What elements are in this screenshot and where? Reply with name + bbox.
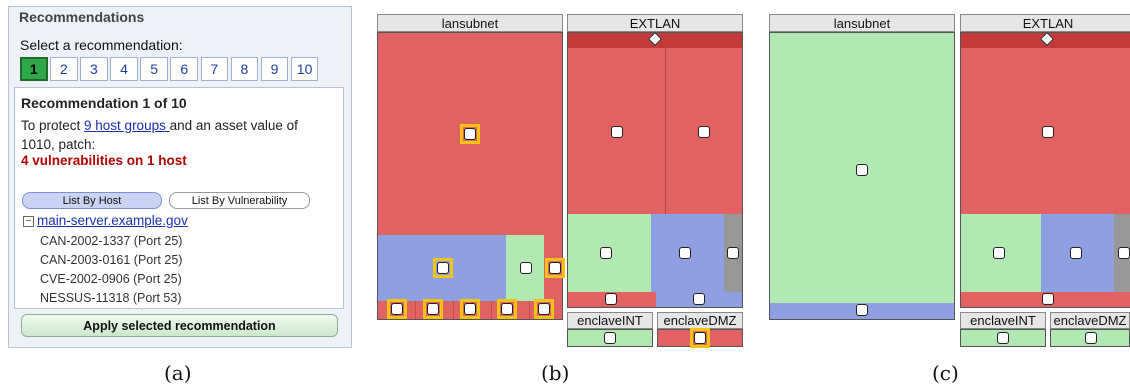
caption-c: (c) — [932, 361, 959, 385]
page-5[interactable]: 5 — [140, 57, 168, 81]
page-10[interactable]: 10 — [290, 57, 319, 81]
host-node-icon[interactable] — [1070, 247, 1082, 259]
enclave-int-header: enclaveINT — [960, 312, 1046, 329]
host-node-icon[interactable] — [464, 303, 476, 315]
highlighted-node[interactable] — [423, 299, 443, 319]
highlighted-node[interactable] — [690, 328, 710, 348]
page-7[interactable]: 7 — [200, 57, 229, 81]
page-9[interactable]: 9 — [260, 57, 289, 81]
extlan-treemap — [960, 32, 1130, 308]
host-link[interactable]: main-server.example.gov — [37, 213, 188, 228]
host-node-icon[interactable] — [694, 332, 706, 344]
host-node-icon[interactable] — [993, 247, 1005, 259]
host-groups-link[interactable]: 9 host groups — [84, 118, 170, 133]
page-3[interactable]: 3 — [80, 57, 108, 81]
highlighted-node[interactable] — [545, 258, 565, 278]
lansubnet-header: lansubnet — [769, 14, 955, 32]
host-node-icon[interactable] — [1085, 332, 1097, 344]
list-by-vulnerability-button[interactable]: List By Vulnerability — [169, 192, 310, 209]
host-node-icon[interactable] — [549, 262, 561, 274]
lansubnet-header: lansubnet — [377, 14, 563, 32]
host-node-icon[interactable] — [538, 303, 550, 315]
enclave-int-header: enclaveINT — [567, 312, 653, 329]
panel-legend: Recommendations — [16, 9, 148, 25]
vulnerability-item: CAN-2002-1337 (Port 25) — [40, 234, 183, 248]
enclave-dmz-header: enclaveDMZ — [1050, 312, 1130, 329]
host-node-icon[interactable] — [604, 332, 616, 344]
host-node-icon[interactable] — [727, 247, 739, 259]
host-node-icon[interactable] — [520, 262, 532, 274]
host-node-icon[interactable] — [856, 164, 868, 176]
host-node-icon[interactable] — [501, 303, 513, 315]
extlan-header: EXTLAN — [960, 14, 1130, 32]
lansubnet-treemap — [377, 32, 563, 320]
vulnerability-item: CVE-2002-0906 (Port 25) — [40, 272, 182, 286]
page-2[interactable]: 2 — [50, 57, 78, 81]
page-8[interactable]: 8 — [230, 57, 259, 81]
host-node-icon[interactable] — [600, 247, 612, 259]
list-by-host-button[interactable]: List By Host — [22, 192, 162, 209]
host-node-icon[interactable] — [1118, 247, 1130, 259]
enclave-dmz-header: enclaveDMZ — [657, 312, 743, 329]
caption-a: (a) — [164, 361, 192, 385]
caption-b: (b) — [541, 361, 570, 385]
page-1[interactable]: 1 — [20, 57, 48, 81]
host-node-icon[interactable] — [693, 293, 705, 305]
highlighted-node[interactable] — [433, 258, 453, 278]
host-node-icon[interactable] — [464, 128, 476, 140]
host-node-icon[interactable] — [391, 303, 403, 315]
recommendation-pager: 1 2 3 4 5 6 7 8 9 10 — [20, 57, 321, 81]
highlighted-node[interactable] — [534, 299, 554, 319]
host-node-icon[interactable] — [1042, 293, 1054, 305]
highlighted-node[interactable] — [387, 299, 407, 319]
extlan-header: EXTLAN — [567, 14, 743, 32]
text-after-link: and an asset value of 1010, patch: — [21, 118, 298, 152]
host-node-icon[interactable] — [1042, 126, 1054, 138]
host-node-icon[interactable] — [679, 247, 691, 259]
text-before-link: To protect — [21, 118, 85, 133]
host-node-icon[interactable] — [856, 304, 868, 316]
host-node-icon[interactable] — [427, 303, 439, 315]
recommendation-text: To protect 9 host groups and an asset va… — [21, 116, 331, 154]
host-node-icon[interactable] — [605, 293, 617, 305]
vulnerability-item: NESSUS-11318 (Port 53) — [40, 291, 182, 305]
collapse-icon[interactable]: − — [23, 216, 34, 227]
highlighted-node[interactable] — [460, 299, 480, 319]
vulnerability-summary: 4 vulnerabilities on 1 host — [21, 153, 187, 168]
recommendation-title: Recommendation 1 of 10 — [21, 95, 187, 111]
highlighted-node[interactable] — [497, 299, 517, 319]
lansubnet-treemap — [769, 32, 955, 320]
extlan-treemap — [567, 32, 743, 308]
host-node-icon[interactable] — [437, 262, 449, 274]
host-node-icon[interactable] — [698, 126, 710, 138]
highlighted-node[interactable] — [460, 124, 480, 144]
host-node-icon[interactable] — [611, 126, 623, 138]
select-label: Select a recommendation: — [20, 37, 183, 53]
page-6[interactable]: 6 — [170, 57, 198, 81]
vulnerability-item: CAN-2003-0161 (Port 25) — [40, 253, 183, 267]
page-4[interactable]: 4 — [110, 57, 138, 81]
host-node-icon[interactable] — [997, 332, 1009, 344]
apply-recommendation-button[interactable]: Apply selected recommendation — [21, 314, 338, 337]
